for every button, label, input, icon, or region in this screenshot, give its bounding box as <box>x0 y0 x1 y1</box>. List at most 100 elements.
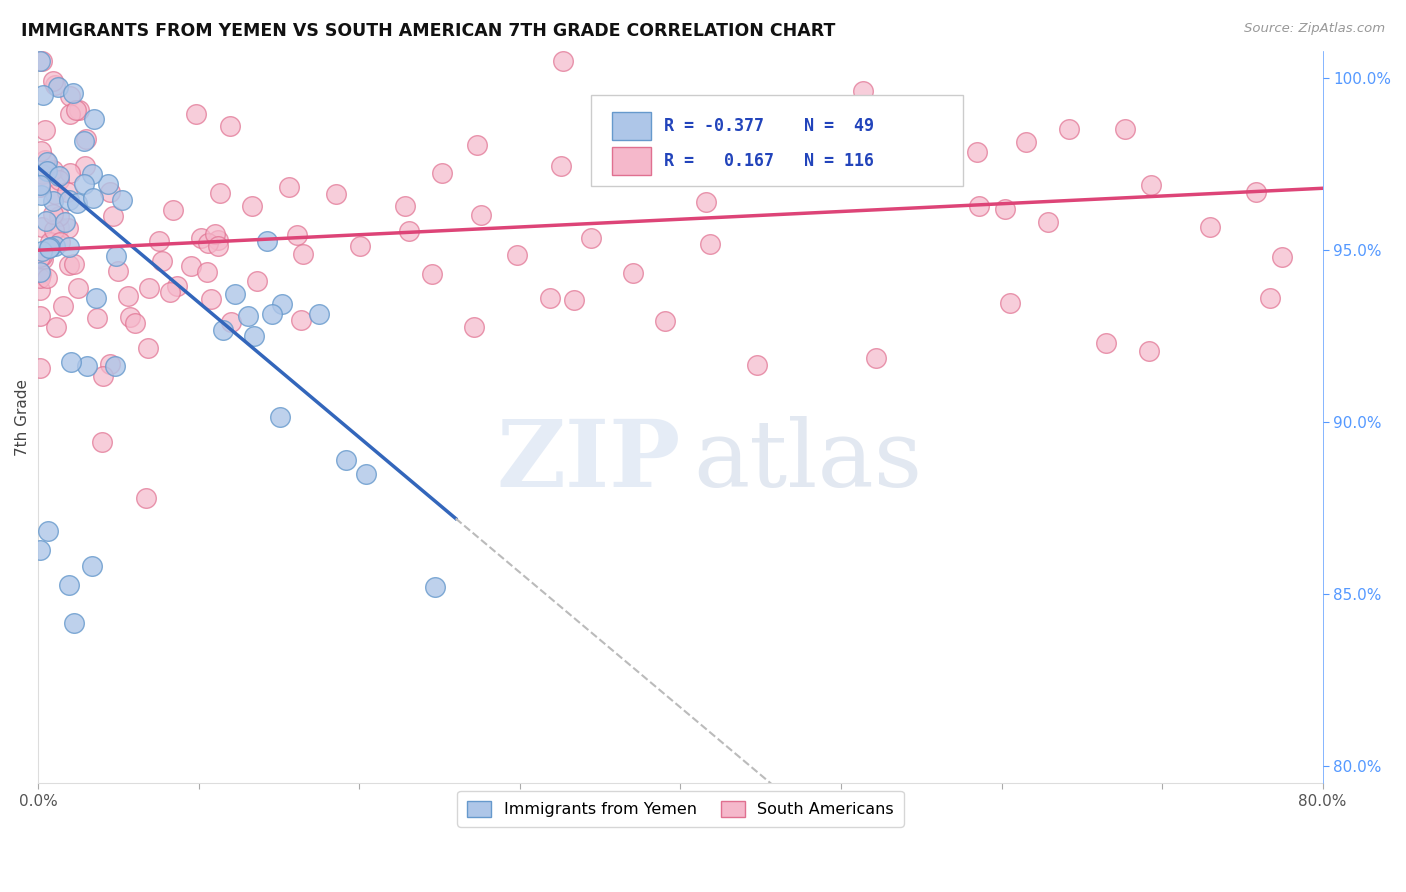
Point <box>58 240 80 254</box>
Point <box>101 209 124 223</box>
Point <box>66 195 89 210</box>
Point <box>63 257 86 271</box>
Point <box>562 293 585 308</box>
Point <box>1114 122 1136 136</box>
Point <box>291 246 314 260</box>
Point <box>111 193 134 207</box>
Point <box>41 207 63 221</box>
Point <box>865 351 887 365</box>
Point <box>100 185 122 199</box>
Point <box>470 208 492 222</box>
Point <box>256 235 278 249</box>
FancyBboxPatch shape <box>591 95 963 186</box>
Point <box>207 233 229 247</box>
Point <box>59 166 82 180</box>
Point <box>271 296 294 310</box>
Point <box>48 169 70 184</box>
Point <box>31 54 53 68</box>
Point <box>67 103 90 117</box>
Point <box>1015 135 1038 149</box>
Point <box>207 239 229 253</box>
Point <box>398 224 420 238</box>
Point <box>745 358 768 372</box>
Point <box>38 241 60 255</box>
Point <box>695 195 717 210</box>
Point <box>28 178 51 192</box>
Point <box>354 467 377 482</box>
Point <box>28 180 51 194</box>
Point <box>67 281 90 295</box>
Point <box>28 284 51 298</box>
Point <box>53 215 76 229</box>
Point <box>236 309 259 323</box>
Point <box>506 247 529 261</box>
Point <box>91 368 114 383</box>
Point <box>589 103 612 117</box>
Y-axis label: 7th Grade: 7th Grade <box>15 378 30 456</box>
Point <box>82 191 104 205</box>
Text: Source: ZipAtlas.com: Source: ZipAtlas.com <box>1244 22 1385 36</box>
Point <box>224 287 246 301</box>
Point <box>219 315 242 329</box>
Point <box>1271 250 1294 264</box>
Point <box>107 264 129 278</box>
Point <box>97 178 120 192</box>
Point <box>138 281 160 295</box>
Point <box>1258 291 1281 305</box>
Point <box>30 543 52 558</box>
Text: R =   0.167   N = 116: R = 0.167 N = 116 <box>664 152 873 169</box>
Point <box>394 199 416 213</box>
Point <box>44 78 66 92</box>
Point <box>44 187 66 202</box>
Point <box>1095 335 1118 350</box>
Point <box>45 319 67 334</box>
Point <box>28 265 51 279</box>
Point <box>42 223 65 237</box>
Point <box>34 123 56 137</box>
Point <box>1140 178 1163 193</box>
Point <box>28 310 51 324</box>
Point <box>269 409 291 424</box>
Point <box>48 210 70 224</box>
Point <box>28 361 51 376</box>
Point <box>166 279 188 293</box>
Point <box>48 173 70 187</box>
Point <box>654 314 676 328</box>
Point <box>290 313 312 327</box>
Point <box>420 268 443 282</box>
Point <box>200 292 222 306</box>
Point <box>28 251 51 265</box>
Point <box>105 249 128 263</box>
Point <box>35 270 58 285</box>
Point <box>325 186 347 201</box>
Point <box>209 186 232 201</box>
Point <box>118 310 141 325</box>
Point <box>31 244 53 258</box>
Point <box>197 235 219 250</box>
Point <box>75 132 97 146</box>
Text: atlas: atlas <box>693 416 922 506</box>
Point <box>159 285 181 300</box>
Point <box>852 84 875 98</box>
Point <box>98 357 121 371</box>
Point <box>42 162 65 177</box>
Point <box>31 219 53 234</box>
Point <box>38 235 60 250</box>
Point <box>39 240 62 254</box>
Point <box>80 558 103 573</box>
Point <box>148 234 170 248</box>
Point <box>135 491 157 505</box>
Point <box>28 271 51 285</box>
Point <box>465 137 488 152</box>
Point <box>65 103 87 117</box>
Point <box>49 235 72 249</box>
Point <box>46 79 69 94</box>
Point <box>56 185 79 199</box>
Point <box>42 73 65 87</box>
Point <box>837 135 859 149</box>
Point <box>994 202 1017 216</box>
Point <box>28 54 51 68</box>
Point <box>58 578 80 592</box>
Point <box>104 359 127 373</box>
Point <box>349 239 371 253</box>
